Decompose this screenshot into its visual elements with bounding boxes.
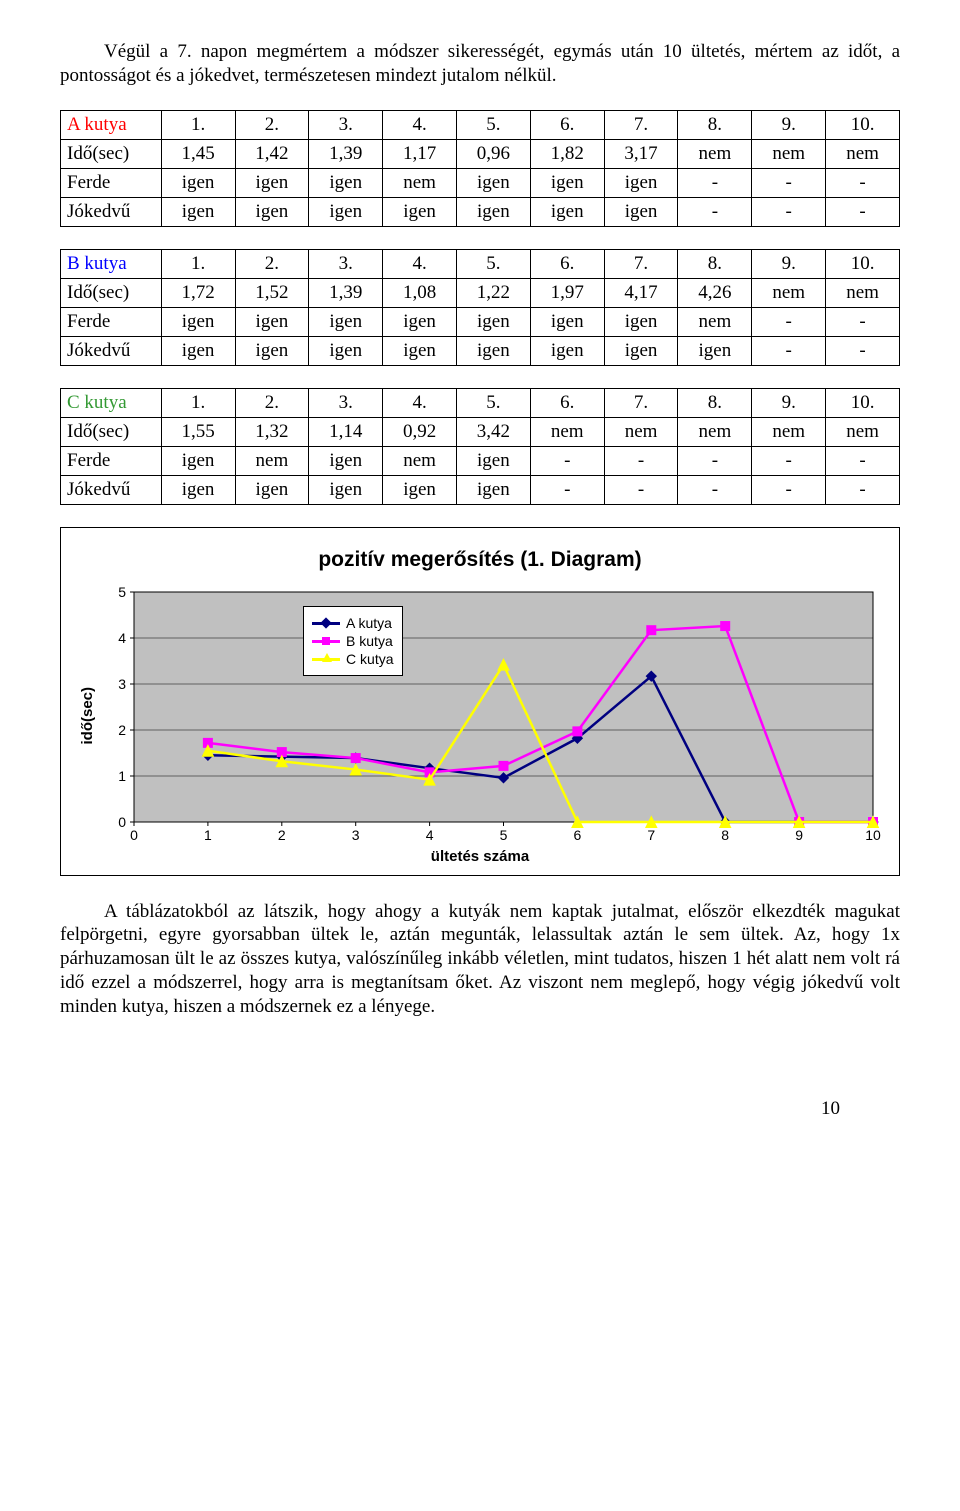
- table-c-label: C kutya: [67, 392, 127, 413]
- svg-text:3: 3: [118, 676, 126, 692]
- svg-text:0: 0: [118, 814, 126, 830]
- closing-paragraph: A táblázatokból az látszik, hogy ahogy a…: [60, 900, 900, 1019]
- table-a-label: A kutya: [67, 114, 127, 135]
- table-a: A kutya 1.2.3.4.5.6.7.8.9.10. Idő(sec) 1…: [60, 110, 900, 227]
- table-c: C kutya 1.2.3.4.5.6.7.8.9.10. Idő(sec) 1…: [60, 388, 900, 505]
- table-row: A kutya 1.2.3.4.5.6.7.8.9.10.: [61, 110, 900, 139]
- svg-text:5: 5: [118, 586, 126, 600]
- table-row: B kutya 1.2.3.4.5.6.7.8.9.10.: [61, 249, 900, 278]
- svg-text:7: 7: [647, 827, 655, 843]
- svg-text:5: 5: [500, 827, 508, 843]
- table-row: Jókedvű igenigenigenigenigen-----: [61, 475, 900, 504]
- svg-text:4: 4: [118, 630, 126, 646]
- table-row: Ferde igenigenigennemigenigenigen---: [61, 168, 900, 197]
- svg-text:2: 2: [118, 722, 126, 738]
- table-row: Jókedvű igenigenigenigenigenigenigenigen…: [61, 336, 900, 365]
- chart-ylabel: idő(sec): [79, 687, 96, 745]
- table-row: Ferde igenigenigenigenigenigenigennem--: [61, 307, 900, 336]
- svg-text:0: 0: [130, 827, 138, 843]
- table-row: C kutya 1.2.3.4.5.6.7.8.9.10.: [61, 388, 900, 417]
- legend-item: B kutya: [312, 633, 393, 649]
- svg-text:10: 10: [865, 827, 881, 843]
- svg-text:3: 3: [352, 827, 360, 843]
- table-row: Idő(sec) 1,451,421,391,170,961,823,17nem…: [61, 139, 900, 168]
- svg-text:6: 6: [574, 827, 582, 843]
- table-b: B kutya 1.2.3.4.5.6.7.8.9.10. Idő(sec) 1…: [60, 249, 900, 366]
- chart-legend: A kutya B kutya C kutya: [303, 606, 402, 676]
- legend-item: C kutya: [312, 651, 393, 667]
- chart-xlabel: ültetés száma: [79, 848, 881, 865]
- svg-text:4: 4: [426, 827, 434, 843]
- svg-text:2: 2: [278, 827, 286, 843]
- svg-text:1: 1: [204, 827, 212, 843]
- page-number: 10: [821, 1098, 840, 1120]
- table-row: Idő(sec) 1,551,321,140,923,42nemnemnemne…: [61, 417, 900, 446]
- chart-plot: 0 1 2 3 4 5 0 1 2 3 4 5 6 7 8 9 10: [100, 586, 881, 846]
- svg-text:1: 1: [118, 768, 126, 784]
- table-row: Ferde igennemigennemigen-----: [61, 446, 900, 475]
- intro-paragraph: Végül a 7. napon megmértem a módszer sik…: [60, 40, 900, 88]
- chart-title: pozitív megerősítés (1. Diagram): [79, 548, 881, 572]
- table-row: Idő(sec) 1,721,521,391,081,221,974,174,2…: [61, 278, 900, 307]
- table-row: Jókedvű igenigenigenigenigenigenigen---: [61, 197, 900, 226]
- svg-text:9: 9: [795, 827, 803, 843]
- chart-container: pozitív megerősítés (1. Diagram) idő(sec…: [60, 527, 900, 876]
- legend-item: A kutya: [312, 615, 393, 631]
- table-b-label: B kutya: [67, 253, 127, 274]
- svg-text:8: 8: [721, 827, 729, 843]
